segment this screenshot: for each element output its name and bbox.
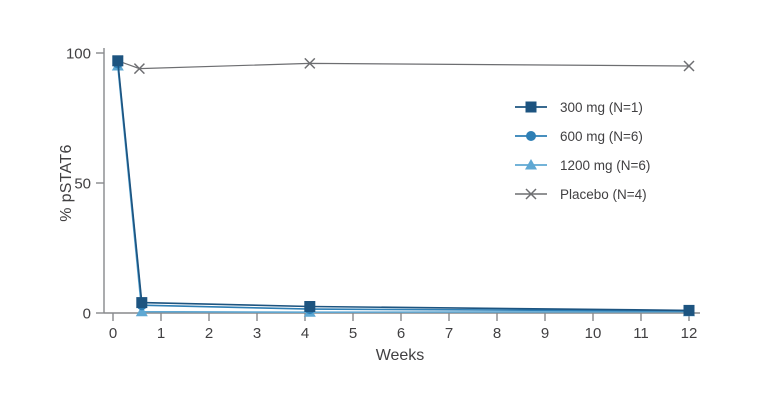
y-axis-title: % pSTAT6 xyxy=(58,144,75,222)
y-tick-label: 0 xyxy=(83,306,91,323)
y-tick-label: 100 xyxy=(66,46,91,63)
x-tick-label: 10 xyxy=(585,325,602,342)
x-tick-label: 5 xyxy=(349,325,357,342)
square-marker xyxy=(304,301,316,312)
legend-item-placebo-n-4-: Placebo (N=4) xyxy=(514,184,650,204)
series-placebo-n-4- xyxy=(112,55,695,75)
data-series xyxy=(111,55,695,317)
square-marker xyxy=(112,55,124,67)
legend-label: 600 mg (N=6) xyxy=(560,128,643,144)
x-tick-label: 6 xyxy=(397,325,405,342)
x-marker xyxy=(304,57,316,69)
legend-label: Placebo (N=4) xyxy=(560,186,647,202)
triangle-legend-marker-icon xyxy=(515,159,547,170)
x-tick-label: 12 xyxy=(681,325,698,342)
legend-item-1200-mg-n-6-: 1200 mg (N=6) xyxy=(514,155,650,175)
circle-legend-marker-icon xyxy=(515,131,547,141)
triangle-marker xyxy=(525,159,537,170)
circle-marker xyxy=(526,131,536,141)
legend-label: 1200 mg (N=6) xyxy=(560,157,651,173)
series-300-mg-n-1- xyxy=(112,55,695,316)
square-marker xyxy=(525,101,537,113)
legend-item-600-mg-n-6-: 600 mg (N=6) xyxy=(514,126,650,146)
x-tick-label: 8 xyxy=(493,325,501,342)
x-tick-label: 2 xyxy=(205,325,213,342)
x-tick-label: 9 xyxy=(541,325,549,342)
x-marker xyxy=(683,60,695,72)
square-marker xyxy=(136,297,148,309)
x-legend-marker-icon xyxy=(515,188,547,200)
x-axis-title: Weeks xyxy=(375,347,425,364)
square-legend-marker-icon xyxy=(515,101,547,113)
triangle-marker xyxy=(135,305,148,317)
legend-label: 300 mg (N=1) xyxy=(560,99,643,115)
x-tick-label: 11 xyxy=(633,325,649,342)
legend: 300 mg (N=1) 600 mg (N=6) 1200 mg (N=6) Pla… xyxy=(514,97,650,204)
series-line xyxy=(117,60,690,70)
square-marker xyxy=(683,304,695,316)
x-marker xyxy=(525,188,537,200)
x-tick-label: 4 xyxy=(301,325,309,342)
y-tick-label: 50 xyxy=(74,176,91,193)
legend-item-300-mg-n-1-: 300 mg (N=1) xyxy=(514,97,650,117)
x-marker xyxy=(133,63,145,75)
x-tick-label: 7 xyxy=(445,325,453,342)
x-tick-label: 3 xyxy=(253,325,261,342)
x-tick-label: 1 xyxy=(157,325,165,342)
series-line xyxy=(117,60,690,312)
x-tick-label: 0 xyxy=(109,325,117,342)
